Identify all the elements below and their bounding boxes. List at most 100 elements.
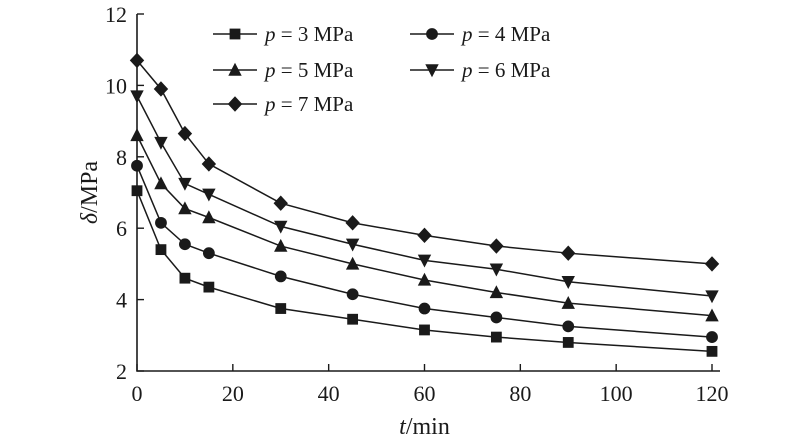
y-tick-label: 8	[116, 145, 127, 170]
x-axis-title-unit: /min	[406, 414, 450, 440]
data-point	[178, 177, 192, 191]
data-point	[345, 256, 360, 270]
y-tick-label: 4	[116, 288, 127, 313]
data-point	[273, 195, 288, 211]
data-point	[130, 128, 144, 142]
data-point	[561, 295, 575, 309]
data-point	[202, 188, 216, 202]
series-line	[136, 135, 713, 317]
data-point	[705, 308, 719, 322]
x-tick-label: 0	[132, 381, 143, 406]
x-tick-label: 100	[600, 381, 633, 406]
x-axis-title-var: t	[399, 414, 407, 440]
legend-label: p = 6 MPa	[460, 58, 551, 82]
data-point	[202, 247, 215, 260]
legend-item: p = 3 MPa	[213, 22, 354, 46]
axes: 0 20 40 60 80 100 120 2 4 6 8 10 12 t/min δ/MPa	[77, 2, 729, 440]
data-point	[346, 288, 359, 301]
data-point	[131, 159, 143, 172]
series-2	[131, 159, 718, 343]
data-point	[203, 281, 215, 293]
legend-label-var: p	[460, 58, 473, 82]
series-3	[130, 128, 719, 322]
data-point	[489, 238, 504, 254]
legend-label-rest: = 4 MPa	[473, 22, 551, 46]
data-point	[706, 331, 718, 343]
series-1	[131, 185, 718, 357]
legend-item: p = 5 MPa	[213, 58, 354, 82]
data-point	[562, 320, 575, 333]
x-tick-label: 80	[509, 381, 531, 406]
legend-label-var: p	[460, 22, 473, 46]
legend-label-rest: = 5 MPa	[276, 58, 354, 82]
legend-label-rest: = 7 MPa	[276, 92, 354, 116]
data-point	[274, 220, 288, 234]
data-point	[561, 245, 576, 261]
data-point	[155, 216, 167, 229]
legend-marker	[228, 62, 242, 76]
y-tick-label: 12	[105, 2, 127, 27]
data-point	[705, 290, 719, 304]
series-line	[136, 165, 713, 338]
y-axis-title-var: δ	[77, 212, 103, 224]
legend-item: p = 4 MPa	[410, 22, 551, 46]
data-point	[274, 270, 287, 283]
data-point	[490, 311, 503, 324]
data-point	[201, 156, 217, 172]
x-tick-label: 20	[222, 381, 244, 406]
data-point	[489, 263, 504, 277]
data-point	[131, 185, 143, 197]
y-tick-label: 6	[116, 216, 127, 241]
data-point	[345, 215, 360, 231]
data-point	[561, 276, 575, 289]
data-point	[345, 238, 360, 252]
series-line	[136, 190, 713, 353]
data-point	[129, 52, 145, 69]
legend-label-rest: = 3 MPa	[276, 22, 354, 46]
series-line	[136, 59, 713, 265]
x-tick-label: 120	[696, 381, 729, 406]
legend-label-var: p	[263, 92, 276, 116]
x-tick-label: 60	[414, 381, 436, 406]
data-point	[704, 256, 720, 272]
x-tick-label: 40	[318, 381, 340, 406]
legend-label-var: p	[263, 58, 276, 82]
series-5	[129, 52, 720, 272]
data-point	[155, 244, 167, 256]
legend-label: p = 4 MPa	[460, 22, 551, 46]
data-point	[275, 303, 287, 314]
data-point	[419, 324, 430, 336]
data-point	[154, 176, 168, 190]
data-point	[177, 125, 193, 142]
data-point	[490, 331, 502, 343]
series-layer	[129, 52, 720, 357]
data-point	[417, 227, 432, 244]
data-point	[706, 345, 718, 357]
data-point	[130, 90, 144, 104]
legend-marker	[426, 28, 438, 40]
legend-marker	[227, 96, 243, 112]
data-point	[153, 81, 169, 97]
y-tick-label: 10	[105, 73, 127, 98]
legend-label: p = 7 MPa	[263, 92, 354, 116]
data-point	[154, 136, 168, 150]
series-line	[136, 95, 713, 297]
data-point	[418, 302, 431, 315]
legend-marker	[425, 64, 439, 78]
y-tick-label: 2	[116, 359, 127, 384]
data-point	[489, 285, 504, 299]
y-axis-title-unit: /MPa	[77, 161, 103, 213]
x-axis-title: t/min	[399, 414, 450, 440]
data-point	[179, 238, 191, 251]
data-point	[274, 238, 288, 252]
legend-item: p = 6 MPa	[410, 58, 551, 82]
legend-label: p = 5 MPa	[263, 58, 354, 82]
legend-label-var: p	[263, 22, 276, 46]
legend-label-rest: = 6 MPa	[473, 58, 551, 82]
y-axis-title: δ/MPa	[77, 161, 103, 225]
data-point	[178, 201, 192, 215]
data-point	[179, 272, 191, 284]
legend-label: p = 3 MPa	[263, 22, 354, 46]
data-point	[347, 313, 359, 325]
